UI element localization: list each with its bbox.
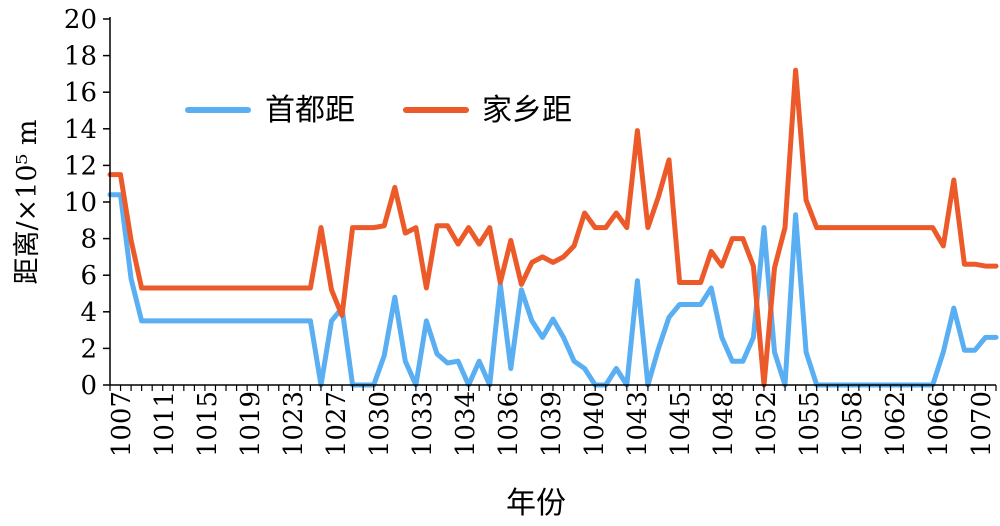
- x-tick-label: 1052: [752, 391, 782, 457]
- x-tick-label: 1023: [279, 391, 309, 457]
- legend-label-2: 家乡距: [482, 93, 572, 128]
- x-tick-label: 1048: [709, 391, 739, 457]
- x-tick-label: 1045: [666, 391, 696, 457]
- x-tick-label: 1027: [322, 391, 352, 457]
- y-tick-label: 0: [80, 371, 97, 401]
- x-tick-label: 1040: [580, 391, 610, 457]
- x-tick-label: 1070: [967, 391, 997, 457]
- y-tick-label: 16: [64, 78, 97, 108]
- x-tick-label: 1036: [494, 391, 524, 457]
- series-line-2: [107, 67, 999, 388]
- y-axis-label: 距离/×10⁵ m: [12, 119, 43, 284]
- y-tick-label: 4: [80, 298, 97, 328]
- x-axis-label: 年份: [506, 486, 566, 521]
- axes: 0 2 4 6 8 10 12 14 16 18 20 1007 1011 1015 1019 1023 102…: [64, 5, 997, 457]
- x-tick-label: 1011: [150, 391, 180, 457]
- x-tick-label: 1062: [881, 391, 911, 457]
- x-tick-label: 1015: [193, 391, 223, 457]
- x-tick-label: 1055: [795, 391, 825, 457]
- x-tick-label: 1030: [365, 391, 395, 457]
- y-tick-label: 18: [64, 42, 97, 72]
- legend-label-1: 首都距: [265, 93, 355, 128]
- x-tick-label: 1043: [623, 391, 653, 457]
- x-tick-label: 1033: [408, 391, 438, 457]
- x-tick-label: 1058: [838, 391, 868, 457]
- y-tick-label: 10: [64, 188, 97, 218]
- y-tick-label: 14: [64, 115, 97, 145]
- x-tick-label: 1034: [451, 391, 481, 457]
- y-tick-label: 6: [80, 261, 97, 291]
- x-tick-label: 1066: [924, 391, 954, 457]
- y-tick-label: 20: [64, 5, 97, 35]
- legend: 首都距 家乡距: [185, 93, 572, 128]
- y-tick-label: 8: [80, 225, 97, 255]
- x-tick-label: 1007: [107, 391, 137, 457]
- x-tick-label: 1039: [537, 391, 567, 457]
- y-tick-label: 12: [64, 151, 97, 181]
- x-tick-label: 1019: [236, 391, 266, 457]
- y-tick-label: 2: [80, 334, 97, 364]
